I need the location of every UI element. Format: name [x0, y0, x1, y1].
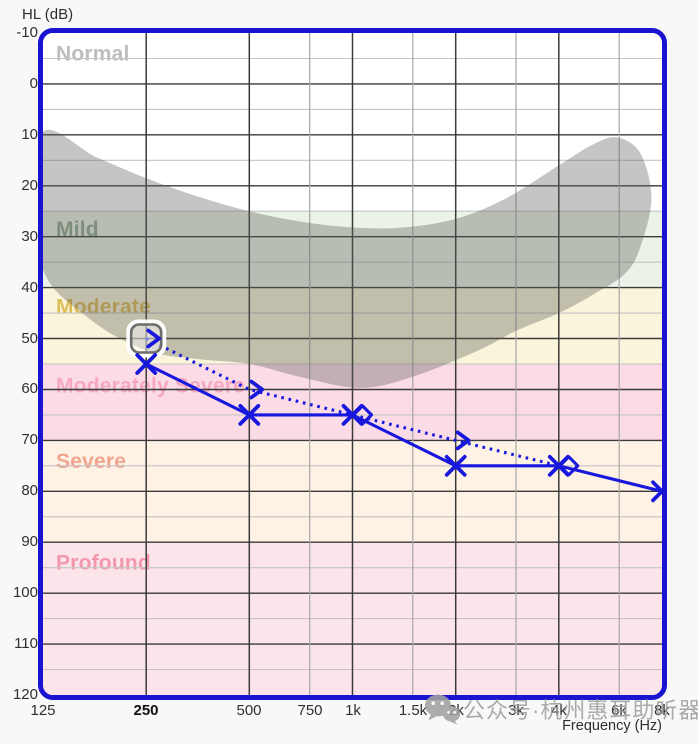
y-tick-label: 120: [12, 686, 38, 703]
y-tick-label: -10: [16, 24, 38, 41]
band-label-profound: Profound: [56, 552, 151, 575]
marker-chevron[interactable]: [249, 379, 265, 400]
x-tick-label: 500: [236, 702, 262, 719]
x-tick-label: 750: [297, 702, 323, 719]
y-tick-label: 60: [21, 380, 38, 397]
marker-chevron[interactable]: [146, 328, 162, 349]
x-axis-title: Frequency (Hz): [562, 718, 662, 734]
x-tick-label: 6k: [611, 702, 627, 719]
series-line-threshold-solid-x: [145, 362, 662, 493]
marker-x[interactable]: [238, 404, 261, 426]
y-tick-label: 80: [21, 482, 38, 499]
y-tick-label: 0: [29, 75, 38, 92]
band-label-normal: Normal: [56, 42, 130, 65]
y-axis-title: HL (dB): [22, 6, 74, 23]
x-tick-label: 1.5k: [398, 702, 428, 719]
y-tick-label: 90: [21, 533, 38, 550]
y-tick-label: 110: [14, 635, 38, 652]
marker-x[interactable]: [341, 404, 364, 426]
marker-x[interactable]: [444, 454, 467, 477]
band-label-moderately-severe: Moderately Severe: [56, 374, 245, 397]
x-tick-label: 1k: [345, 702, 361, 719]
series-line-threshold-dotted-chevron: [145, 337, 560, 468]
y-tick-label: 70: [21, 431, 38, 448]
speech-banana: [43, 129, 652, 388]
audiogram-svg: NormalMildModerateModerately SevereSever…: [43, 33, 662, 695]
y-tick-label: 10: [21, 126, 38, 143]
x-tick-label: 2k: [448, 702, 464, 719]
x-tick-label: 3k: [508, 702, 524, 719]
selected-point-box[interactable]: [126, 319, 167, 358]
y-tick-label: 30: [21, 228, 38, 245]
audiogram-chart[interactable]: NormalMildModerateModerately SevereSever…: [38, 28, 667, 700]
band-label-mild: Mild: [56, 218, 99, 241]
marker-x[interactable]: [651, 480, 662, 503]
marker-chevron[interactable]: [455, 430, 471, 451]
y-tick-label: 50: [21, 330, 38, 347]
y-tick-label: 100: [12, 584, 38, 601]
x-tick-label: 8k: [654, 702, 670, 719]
y-tick-label: 40: [21, 279, 38, 296]
y-tick-label: 20: [21, 177, 38, 194]
band-label-severe: Severe: [56, 450, 126, 473]
marker-x[interactable]: [135, 353, 158, 375]
marker-x[interactable]: [547, 454, 570, 477]
x-tick-label: 4k: [551, 702, 567, 719]
x-tick-label: 250: [133, 702, 159, 719]
x-tick-label: 125: [30, 702, 56, 719]
